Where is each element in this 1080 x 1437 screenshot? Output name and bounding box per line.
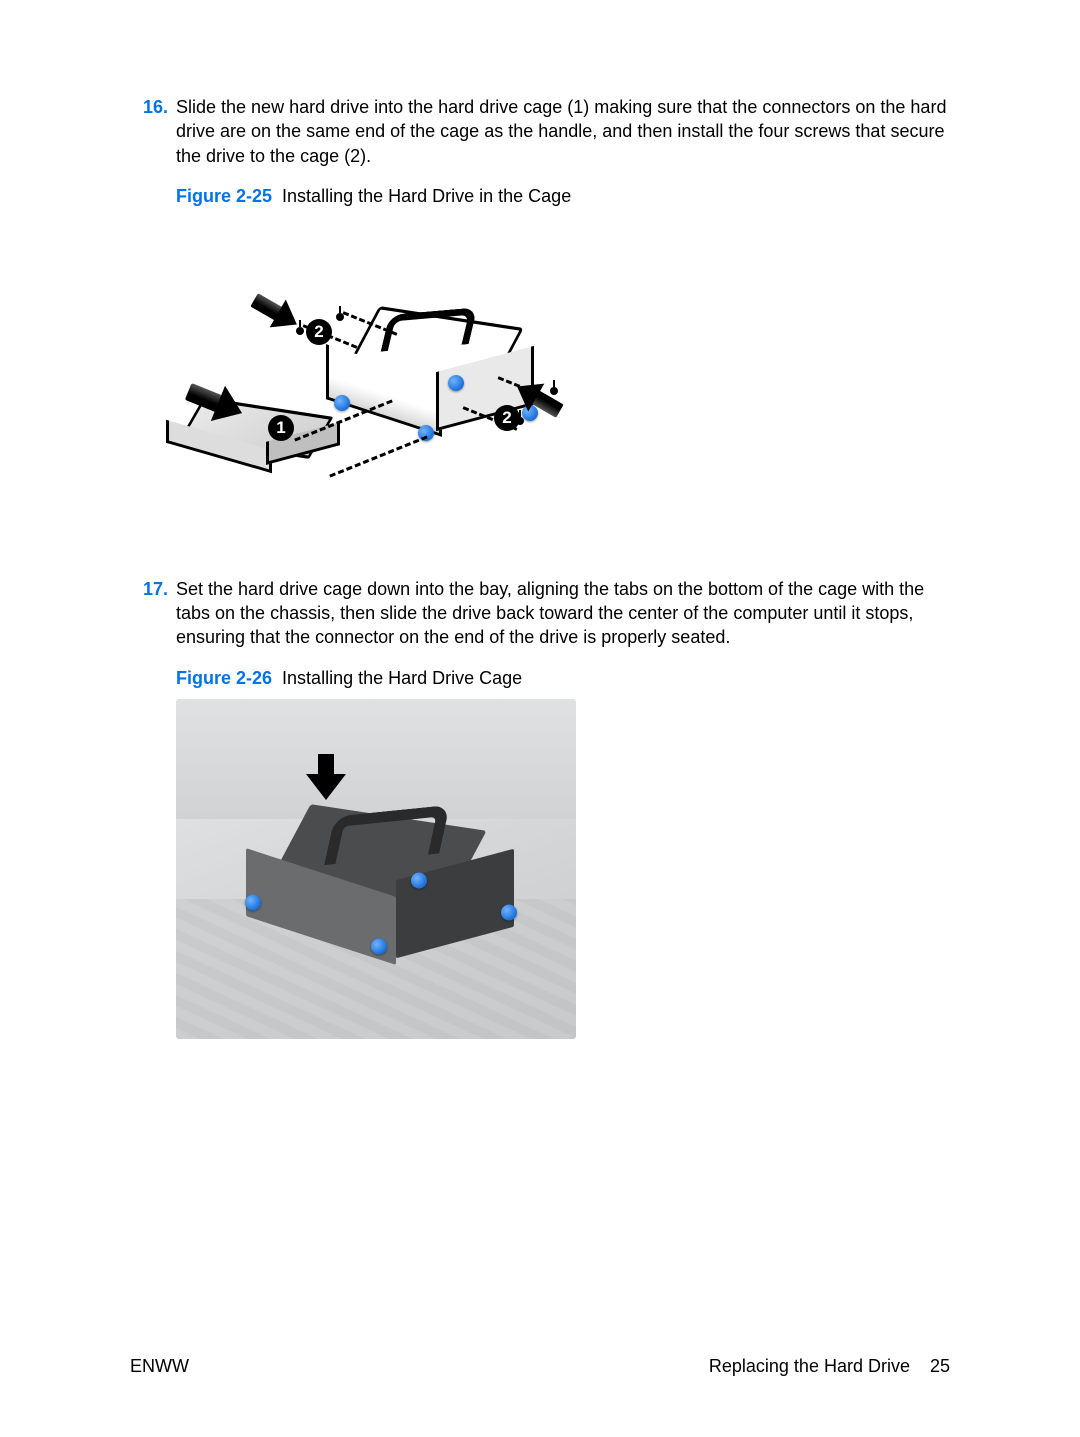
screw-icon	[501, 904, 517, 920]
step-number: 17.	[130, 577, 176, 601]
footer-left: ENWW	[130, 1356, 189, 1377]
figure-25-caption: Figure 2-25 Installing the Hard Drive in…	[176, 186, 950, 207]
screw-icon	[371, 938, 387, 954]
document-page: 16. Slide the new hard drive into the ha…	[0, 0, 1080, 1437]
screw-small-icon	[336, 313, 344, 321]
screw-icon	[245, 894, 261, 910]
figure-25-label: Figure 2-25	[176, 186, 272, 206]
step-17: 17. Set the hard drive cage down into th…	[130, 577, 950, 650]
screw-icon	[334, 395, 350, 411]
guide-line	[329, 435, 427, 477]
hard-drive-cage-shaded	[251, 792, 501, 962]
figure-25-title: Installing the Hard Drive in the Cage	[282, 186, 571, 206]
page-footer: ENWW Replacing the Hard Drive 25	[130, 1356, 950, 1377]
callout-1: 1	[268, 415, 294, 441]
step-text: Set the hard drive cage down into the ba…	[176, 577, 950, 650]
figure-26-title: Installing the Hard Drive Cage	[282, 668, 522, 688]
callout-2: 2	[306, 319, 332, 345]
footer-section: Replacing the Hard Drive	[709, 1356, 910, 1377]
step-text: Slide the new hard drive into the hard d…	[176, 95, 950, 168]
figure-25: 1 2 2	[176, 217, 950, 547]
step-16: 16. Slide the new hard drive into the ha…	[130, 95, 950, 168]
figure-26	[176, 699, 950, 1039]
figure-26-label: Figure 2-26	[176, 668, 272, 688]
callout-2b: 2	[494, 405, 520, 431]
install-arrow-icon	[306, 754, 346, 802]
screw-icon	[448, 375, 464, 391]
page-number: 25	[930, 1356, 950, 1377]
step-number: 16.	[130, 95, 176, 119]
figure-26-caption: Figure 2-26 Installing the Hard Drive Ca…	[176, 668, 950, 689]
screw-icon	[411, 872, 427, 888]
